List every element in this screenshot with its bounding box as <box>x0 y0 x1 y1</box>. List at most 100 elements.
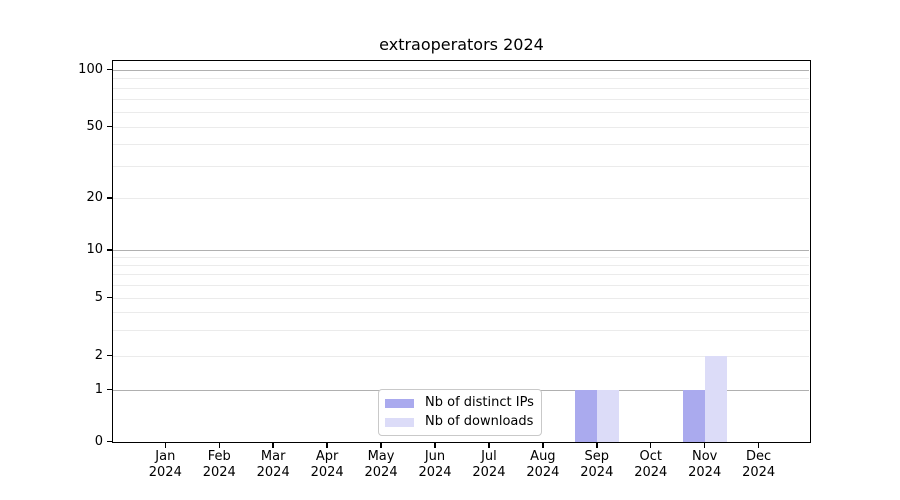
x-tick-label-line: 2024 <box>256 464 290 480</box>
y-tick <box>107 249 113 251</box>
y-tick-label: 1 <box>94 381 103 397</box>
x-tick-label: Dec 2024 <box>727 449 791 481</box>
y-gridline-major <box>113 250 809 251</box>
x-tick-label-line: 2024 <box>634 464 668 480</box>
y-gridline-minor <box>113 285 809 286</box>
y-tick-label: 50 <box>86 118 103 134</box>
x-tick-label-line: Sep <box>584 448 610 464</box>
y-gridline-major <box>113 69 809 71</box>
x-tick-label-line: 2024 <box>580 464 614 480</box>
y-tick-label: 0 <box>94 433 103 449</box>
x-tick-label-line: 2024 <box>148 464 182 480</box>
y-tick-label: 20 <box>86 190 103 205</box>
legend-item-downloads: Nb of downloads <box>385 414 541 430</box>
x-tick-label: Apr 2024 <box>295 449 359 481</box>
x-tick-label-line: 2024 <box>364 464 398 480</box>
legend-swatch-distinct-ips <box>385 398 414 408</box>
y-tick <box>107 68 113 71</box>
y-tick <box>107 125 113 128</box>
y-gridline-minor <box>113 143 809 145</box>
x-tick-label: Feb 2024 <box>187 449 251 481</box>
axis-spine-top <box>111 59 811 61</box>
x-tick-label-line: May <box>367 448 395 464</box>
y-gridline-minor <box>113 87 809 89</box>
x-tick-label: Mar 2024 <box>241 449 305 481</box>
x-tick <box>650 443 652 448</box>
legend-label: Nb of distinct IPs <box>425 395 534 410</box>
x-tick <box>164 443 166 448</box>
legend-swatch-downloads <box>385 417 414 427</box>
x-tick-label-line: 2024 <box>742 464 776 480</box>
y-gridline-minor <box>113 78 809 80</box>
x-tick-label: Sep 2024 <box>565 449 629 481</box>
bar <box>596 389 619 442</box>
y-gridline-minor <box>113 98 809 100</box>
bar <box>682 389 705 442</box>
plot-area <box>113 61 809 442</box>
y-gridline-minor <box>113 257 809 259</box>
x-tick-label-line: Jul <box>481 448 497 464</box>
y-gridline-minor <box>113 274 809 276</box>
x-tick-label-line: 2024 <box>472 464 506 480</box>
y-tick <box>107 388 113 391</box>
y-gridline-minor <box>113 297 809 299</box>
legend: Nb of distinct IPs Nb of downloads <box>378 389 542 436</box>
y-gridline-minor <box>113 198 809 199</box>
legend-label: Nb of downloads <box>425 414 534 429</box>
chart-title: extraoperators 2024 <box>379 35 544 54</box>
legend-item-distinct-ips: Nb of distinct IPs <box>385 395 541 411</box>
y-gridline-minor <box>113 355 809 357</box>
axis-spine-left <box>111 59 113 443</box>
x-tick-label-line: Oct <box>639 448 662 464</box>
x-tick-label: May 2024 <box>349 449 413 481</box>
y-tick-label: 2 <box>94 347 103 363</box>
y-gridline-minor <box>113 265 809 267</box>
x-tick-label-line: Jun <box>424 448 446 464</box>
x-tick <box>596 443 598 448</box>
y-gridline-minor <box>113 311 809 313</box>
x-tick <box>380 443 382 448</box>
x-tick <box>542 443 544 448</box>
y-gridline-minor <box>113 166 809 168</box>
x-tick <box>272 443 274 448</box>
x-tick-label-line: Aug <box>530 448 556 464</box>
x-tick <box>757 443 760 448</box>
bar <box>704 355 727 442</box>
x-tick-label: Jul 2024 <box>457 449 521 481</box>
y-tick <box>107 440 113 443</box>
x-tick-label-line: 2024 <box>310 464 344 480</box>
x-tick-label-line: 2024 <box>418 464 452 480</box>
x-tick-label-line: Nov <box>692 448 718 464</box>
x-tick-label-line: Jan <box>155 448 176 464</box>
axis-spine-right <box>809 59 811 443</box>
y-tick-label: 5 <box>94 289 103 305</box>
x-tick-label-line: 2024 <box>202 464 236 480</box>
x-tick-label: Jun 2024 <box>403 449 467 481</box>
y-tick-label: 100 <box>78 61 103 77</box>
x-tick-label: Nov 2024 <box>673 449 737 481</box>
y-gridline-minor <box>113 329 809 331</box>
bar <box>574 389 597 442</box>
x-tick-label: Aug 2024 <box>511 449 575 481</box>
x-tick <box>488 443 490 448</box>
x-tick <box>326 443 328 448</box>
y-gridline-minor <box>113 126 809 128</box>
x-tick <box>434 443 436 448</box>
x-tick <box>704 443 706 448</box>
x-tick-label: Jan 2024 <box>133 449 197 481</box>
axis-spine-bottom <box>111 441 811 443</box>
x-tick-label-line: Dec <box>746 448 772 464</box>
x-tick-label-line: 2024 <box>688 464 722 480</box>
x-tick <box>218 443 220 448</box>
x-tick-label-line: 2024 <box>526 464 560 480</box>
y-tick <box>107 197 113 199</box>
y-tick <box>107 296 113 299</box>
x-tick-label-line: Apr <box>315 448 339 464</box>
y-tick-label: 10 <box>86 242 103 257</box>
x-tick-label-line: Feb <box>207 448 231 464</box>
y-tick <box>107 354 113 357</box>
x-tick-label: Oct 2024 <box>619 449 683 481</box>
x-tick-label-line: Mar <box>260 448 286 464</box>
y-gridline-minor <box>113 111 809 113</box>
